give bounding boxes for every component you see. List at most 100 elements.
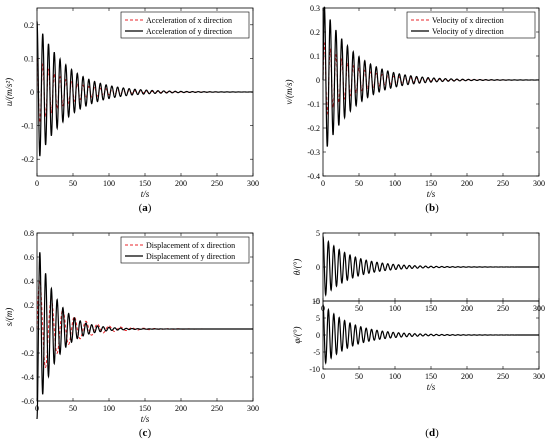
- panel-letter: c: [143, 427, 148, 439]
- x-tick-label: 0: [321, 179, 325, 188]
- legend-entry: Acceleration of y direction: [146, 27, 232, 36]
- x-tick-label: 200: [175, 404, 187, 413]
- y-tick-label: 0: [316, 76, 320, 85]
- y-axis-label: θ/(°): [292, 259, 302, 276]
- y-tick-label: -0.1: [307, 100, 320, 109]
- x-tick-label: 50: [355, 372, 363, 381]
- legend-entry: Displacement of x direction: [146, 241, 235, 250]
- y-tick-label: 5: [316, 229, 320, 238]
- y-tick-label: -0.3: [307, 148, 320, 157]
- y-tick-label: -0.4: [21, 373, 34, 382]
- y-tick-label: -0.2: [21, 349, 34, 358]
- x-tick-label: 200: [461, 304, 473, 313]
- y-tick-label: -0.2: [307, 124, 320, 133]
- y-tick-label: -5: [313, 348, 320, 357]
- series-line-a-1: [36, 21, 253, 157]
- x-tick-label: 150: [139, 404, 151, 413]
- legend-entry: Displacement of y direction: [146, 252, 235, 261]
- legend-box: [406, 11, 536, 39]
- x-tick-label: 200: [461, 372, 473, 381]
- legend: Velocity of x direction Velocity of y dir…: [406, 11, 536, 39]
- panel-caption: (c): [139, 427, 152, 439]
- series-line-d2-0: [322, 304, 539, 365]
- x-tick-label: 200: [175, 179, 187, 188]
- x-tick-label: 50: [355, 304, 363, 313]
- x-tick-label: 250: [497, 179, 509, 188]
- y-axis-label: s/(m): [4, 308, 14, 327]
- y-tick-label: 0.8: [24, 229, 34, 238]
- y-tick-label: -0.6: [21, 397, 34, 406]
- chart-b: 0 50 100 150 200 250 300 0.3 0.2 0.1 0 -0.1 -0.2 -0.3…: [284, 4, 545, 214]
- y-tick-label: 0.2: [24, 21, 34, 30]
- y-tick-label: -0.2: [21, 155, 34, 164]
- x-axis-label: t/s: [427, 189, 436, 199]
- x-axis-label: t/s: [141, 189, 150, 199]
- x-tick-label: 0: [35, 179, 39, 188]
- chart-c: 0 50 100 150 200 250 300 0.8 0.6 0.4 0.2 0 -0.2 -0.4 -…: [4, 229, 259, 439]
- x-axis-label: t/s: [141, 414, 150, 424]
- x-tick-label: 50: [69, 179, 77, 188]
- y-tick-label: 0: [316, 331, 320, 340]
- legend-entry: Velocity of y direction: [432, 27, 504, 36]
- y-tick-label: 0.4: [24, 277, 34, 286]
- x-tick-label: 100: [103, 179, 115, 188]
- x-tick-label: 250: [497, 372, 509, 381]
- x-tick-label: 250: [211, 179, 223, 188]
- x-tick-label: 300: [533, 179, 545, 188]
- y-tick-label: -10: [309, 365, 320, 374]
- y-tick-label: 0: [30, 325, 34, 334]
- legend-entry: Acceleration of x direction: [146, 16, 232, 25]
- x-tick-label: 300: [247, 179, 259, 188]
- legend-box: [120, 11, 250, 39]
- x-tick-label: 150: [425, 304, 437, 313]
- panel-caption: (b): [425, 202, 439, 214]
- x-tick-label: 0: [321, 372, 325, 381]
- y-tick-label: 0.6: [24, 253, 34, 262]
- panel-caption: (d): [425, 427, 439, 439]
- x-tick-label: 0: [35, 404, 39, 413]
- x-tick-label: 300: [247, 404, 259, 413]
- x-axis-label: t/s: [427, 382, 436, 392]
- panel-letter: b: [429, 202, 435, 214]
- y-axis-label: u/(m/s²): [4, 78, 14, 106]
- y-tick-label: 10: [312, 297, 320, 306]
- x-tick-label: 50: [355, 179, 363, 188]
- chart-a: 0 50 100 150 200 250 300 0.2 0.1 0 -0.1 -0.2 t/s u/(m…: [4, 7, 259, 214]
- x-tick-label: 250: [497, 304, 509, 313]
- y-tick-label: 5: [316, 314, 320, 323]
- y-tick-label: 0: [316, 263, 320, 272]
- legend-entry: Velocity of x direction: [432, 16, 504, 25]
- x-tick-label: 100: [389, 372, 401, 381]
- series-line-c-1: [36, 252, 253, 420]
- y-tick-label: 0.3: [310, 4, 320, 13]
- x-tick-label: 250: [211, 404, 223, 413]
- series-line-d1-0: [322, 236, 539, 297]
- x-tick-label: 150: [425, 179, 437, 188]
- panel-letter: d: [429, 427, 435, 439]
- legend: Acceleration of x direction Acceleration …: [120, 11, 250, 39]
- panel-letter: a: [142, 202, 148, 214]
- x-tick-label: 200: [461, 179, 473, 188]
- series-line-b-1: [322, 6, 540, 147]
- x-tick-label: 150: [139, 179, 151, 188]
- y-tick-label: 0.2: [24, 301, 34, 310]
- x-tick-label: 50: [69, 404, 77, 413]
- x-tick-label: 300: [533, 372, 545, 381]
- x-tick-label: 100: [389, 304, 401, 313]
- y-tick-label: 0.1: [310, 52, 320, 61]
- legend: Displacement of x direction Displacement …: [120, 236, 250, 264]
- y-tick-label: 0.1: [24, 54, 34, 63]
- y-tick-label: 0.2: [310, 28, 320, 37]
- x-tick-label: 100: [103, 404, 115, 413]
- y-tick-label: -0.1: [21, 122, 34, 131]
- panel-caption: (a): [139, 202, 152, 214]
- y-tick-label: -0.4: [307, 172, 320, 181]
- legend-box: [120, 236, 250, 264]
- y-axis-label: v/(m/s): [284, 80, 294, 105]
- y-axis-label: φ/(°): [292, 326, 302, 343]
- y-tick-label: -5: [313, 297, 320, 306]
- x-tick-label: 150: [425, 372, 437, 381]
